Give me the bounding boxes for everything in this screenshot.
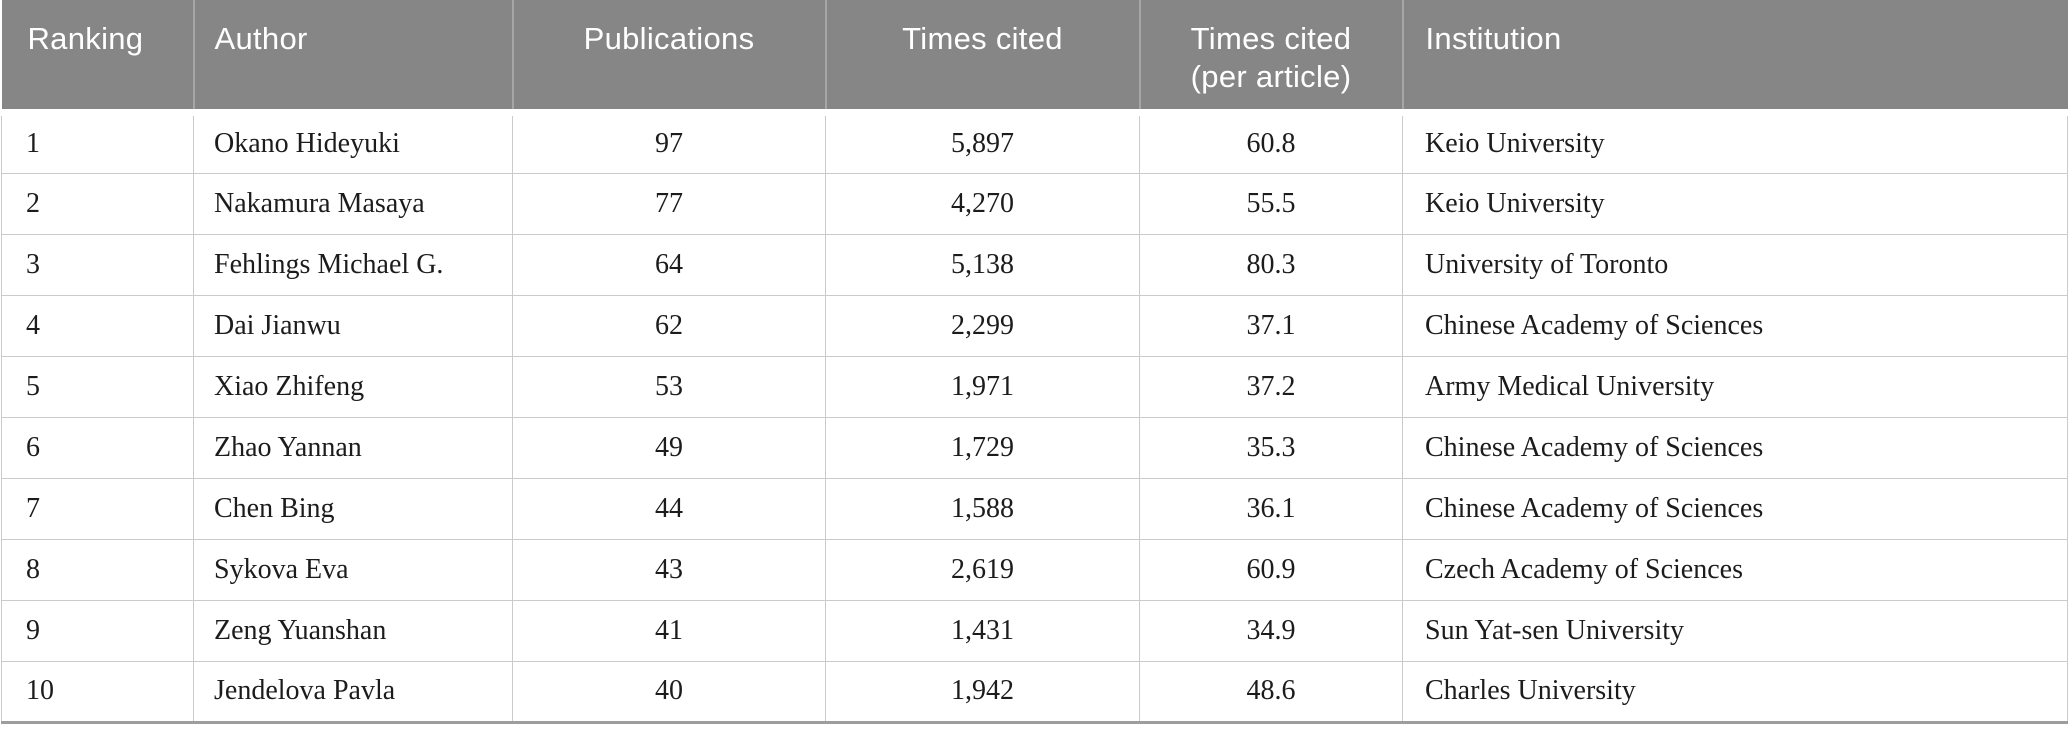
- cell-ranking: 2: [1, 172, 194, 235]
- table-row: 2 Nakamura Masaya 77 4,270 55.5 Keio Uni…: [1, 172, 2068, 235]
- cell-times-cited-per-article: 80.3: [1139, 233, 1403, 296]
- column-header-publications: Publications: [511, 0, 826, 116]
- cell-institution: Army Medical University: [1402, 355, 2068, 418]
- cell-times-cited: 1,431: [825, 599, 1140, 662]
- cell-author: Fehlings Michael G.: [193, 233, 513, 296]
- cell-author: Zeng Yuanshan: [193, 599, 513, 662]
- table-row: 1 Okano Hideyuki 97 5,897 60.8 Keio Univ…: [1, 111, 2068, 174]
- header-line-1: Times cited: [1190, 21, 1352, 56]
- cell-ranking: 8: [1, 538, 194, 601]
- cell-author: Zhao Yannan: [193, 416, 513, 479]
- table-row: 9 Zeng Yuanshan 41 1,431 34.9 Sun Yat-se…: [1, 599, 2068, 662]
- table-row: 3 Fehlings Michael G. 64 5,138 80.3 Univ…: [1, 233, 2068, 296]
- cell-times-cited: 2,619: [825, 538, 1140, 601]
- table-row: 4 Dai Jianwu 62 2,299 37.1 Chinese Acade…: [1, 294, 2068, 357]
- cell-times-cited-per-article: 37.1: [1139, 294, 1403, 357]
- cell-publications: 44: [512, 477, 826, 540]
- cell-times-cited: 2,299: [825, 294, 1140, 357]
- cell-ranking: 10: [1, 660, 194, 724]
- cell-author: Xiao Zhifeng: [193, 355, 513, 418]
- cell-ranking: 3: [1, 233, 194, 296]
- cell-times-cited: 4,270: [825, 172, 1140, 235]
- cell-author: Sykova Eva: [193, 538, 513, 601]
- cell-institution: Keio University: [1402, 111, 2068, 174]
- cell-author: Jendelova Pavla: [193, 660, 513, 724]
- cell-institution: Czech Academy of Sciences: [1402, 538, 2068, 601]
- cell-ranking: 1: [1, 111, 194, 174]
- cell-times-cited: 1,942: [825, 660, 1140, 724]
- table-row: 8 Sykova Eva 43 2,619 60.9 Czech Academy…: [1, 538, 2068, 601]
- cell-institution: University of Toronto: [1402, 233, 2068, 296]
- cell-institution: Chinese Academy of Sciences: [1402, 416, 2068, 479]
- table-row: 5 Xiao Zhifeng 53 1,971 37.2 Army Medica…: [1, 355, 2068, 418]
- cell-ranking: 9: [1, 599, 194, 662]
- cell-publications: 40: [512, 660, 826, 724]
- cell-ranking: 7: [1, 477, 194, 540]
- table-row: 7 Chen Bing 44 1,588 36.1 Chinese Academ…: [1, 477, 2068, 540]
- header-row: Ranking Author Publications Times cited …: [1, 0, 2068, 116]
- cell-times-cited-per-article: 36.1: [1139, 477, 1403, 540]
- cell-author: Chen Bing: [193, 477, 513, 540]
- cell-publications: 43: [512, 538, 826, 601]
- cell-times-cited-per-article: 35.3: [1139, 416, 1403, 479]
- cell-publications: 97: [512, 111, 826, 174]
- cell-times-cited-per-article: 48.6: [1139, 660, 1403, 724]
- column-header-institution: Institution: [1401, 0, 2068, 116]
- cell-times-cited-per-article: 60.9: [1139, 538, 1403, 601]
- cell-institution: Keio University: [1402, 172, 2068, 235]
- column-header-ranking: Ranking: [1, 0, 194, 116]
- table-body: 1 Okano Hideyuki 97 5,897 60.8 Keio Univ…: [1, 111, 2068, 724]
- cell-times-cited: 5,138: [825, 233, 1140, 296]
- column-header-author: Author: [192, 0, 513, 116]
- header-line-2: (per article): [1190, 58, 1352, 94]
- cell-times-cited: 1,588: [825, 477, 1140, 540]
- table-row: 6 Zhao Yannan 49 1,729 35.3 Chinese Acad…: [1, 416, 2068, 479]
- cell-publications: 77: [512, 172, 826, 235]
- column-header-times-cited-per-article: Times cited (per article): [1138, 0, 1403, 116]
- cell-author: Dai Jianwu: [193, 294, 513, 357]
- table-header: Ranking Author Publications Times cited …: [1, 0, 2068, 116]
- cell-institution: Chinese Academy of Sciences: [1402, 477, 2068, 540]
- cell-author: Nakamura Masaya: [193, 172, 513, 235]
- cell-institution: Chinese Academy of Sciences: [1402, 294, 2068, 357]
- cell-times-cited-per-article: 60.8: [1139, 111, 1403, 174]
- cell-times-cited: 1,971: [825, 355, 1140, 418]
- table-row: 10 Jendelova Pavla 40 1,942 48.6 Charles…: [1, 660, 2068, 724]
- cell-publications: 62: [512, 294, 826, 357]
- cell-publications: 64: [512, 233, 826, 296]
- cell-times-cited-per-article: 55.5: [1139, 172, 1403, 235]
- cell-publications: 41: [512, 599, 826, 662]
- cell-publications: 49: [512, 416, 826, 479]
- authors-ranking-table: Ranking Author Publications Times cited …: [1, 0, 2068, 724]
- cell-institution: Charles University: [1402, 660, 2068, 724]
- cell-ranking: 5: [1, 355, 194, 418]
- cell-times-cited-per-article: 37.2: [1139, 355, 1403, 418]
- column-header-times-cited: Times cited: [824, 0, 1140, 116]
- cell-author: Okano Hideyuki: [193, 111, 513, 174]
- cell-times-cited: 1,729: [825, 416, 1140, 479]
- cell-times-cited-per-article: 34.9: [1139, 599, 1403, 662]
- cell-publications: 53: [512, 355, 826, 418]
- cell-times-cited: 5,897: [825, 111, 1140, 174]
- cell-ranking: 6: [1, 416, 194, 479]
- cell-institution: Sun Yat-sen University: [1402, 599, 2068, 662]
- cell-ranking: 4: [1, 294, 194, 357]
